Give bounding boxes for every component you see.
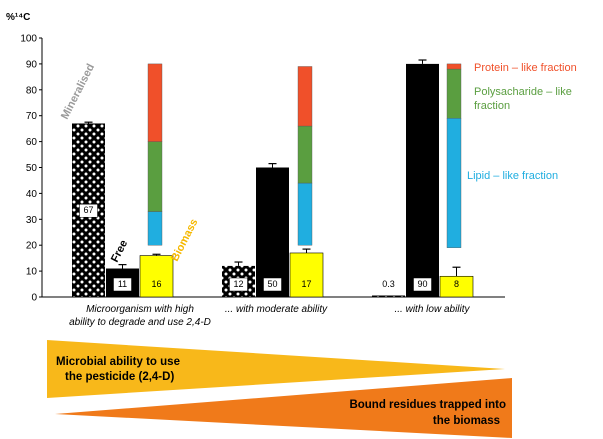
y-tick-label: 10 [26, 267, 38, 278]
y-tick-label: 30 [26, 215, 38, 226]
legend-lipid: Lipid – like fraction [467, 170, 558, 182]
ability-text-line1: Microbial ability to use [56, 356, 180, 368]
mineralised-bar [372, 295, 405, 297]
lipid-fraction-segment [147, 211, 163, 246]
legend-polysaccharide-line2: fraction [474, 100, 510, 112]
y-tick-label: 50 [26, 163, 38, 174]
data-label: 50 [267, 279, 277, 289]
biomass-label: Biomass [169, 217, 201, 263]
protein-fraction-segment [297, 66, 313, 127]
category-label: ability to degrade and use 2,4-D [69, 317, 211, 328]
data-label-box [229, 277, 248, 292]
y-tick-label: 90 [26, 59, 38, 70]
data-label-box [413, 277, 432, 292]
category-label: ... with moderate ability [225, 304, 328, 315]
ability-triangle [47, 340, 505, 398]
polysaccharide-fraction-segment [446, 68, 462, 119]
bound-residue-triangle [55, 378, 512, 438]
data-label: 0.3 [382, 279, 395, 289]
polysaccharide-fraction-segment [147, 141, 163, 212]
category-label: Microorganism with high [86, 304, 194, 315]
data-label: 8 [454, 279, 459, 289]
free-label: Free [109, 238, 130, 264]
mineralised-label: Mineralised [59, 62, 97, 121]
protein-fraction-segment [147, 63, 163, 142]
biomass-bar [139, 255, 174, 298]
y-tick-label: 100 [20, 34, 37, 45]
ability-text-line2: the pesticide (2,4-D) [65, 371, 174, 383]
category-labels: Microorganism with high ability to degrad… [69, 304, 470, 328]
data-label: 11 [118, 279, 127, 289]
free-bar [406, 63, 439, 298]
y-tick-label: 0 [31, 293, 37, 304]
data-label: 16 [151, 279, 161, 289]
y-tick-label: 20 [26, 241, 38, 252]
free-bar [256, 167, 289, 297]
fraction-stacks [147, 63, 462, 248]
y-axis-label: %¹⁴C [6, 12, 30, 23]
data-label: 17 [301, 279, 311, 289]
data-label-box [113, 277, 132, 292]
y-ticks: 0 10 20 30 40 50 60 70 80 90 100 [20, 34, 42, 304]
bound-text-line2: the biomass [433, 415, 500, 427]
bound-text-line1: Bound residues trapped into [349, 399, 506, 411]
bars [72, 59, 474, 298]
data-label: 67 [83, 205, 93, 215]
protein-fraction-segment [446, 63, 462, 70]
polysaccharide-fraction-segment [297, 125, 313, 184]
y-tick-label: 80 [26, 85, 38, 96]
data-labels: 67 11 16 12 50 17 0.3 90 8 [79, 203, 459, 292]
biomass-bar [289, 252, 324, 298]
data-label: 90 [417, 279, 427, 289]
data-label: 12 [233, 279, 243, 289]
legend-polysaccharide-line1: Polysacharide – like [474, 86, 572, 98]
y-tick-label: 60 [26, 137, 38, 148]
data-label-box [79, 203, 98, 218]
lipid-fraction-segment [446, 118, 462, 248]
category-label: ... with low ability [394, 304, 470, 315]
legend-protein: Protein – like fraction [474, 62, 577, 74]
y-tick-label: 40 [26, 189, 38, 200]
lipid-fraction-segment [297, 182, 313, 246]
data-label-box [263, 277, 282, 292]
y-tick-label: 70 [26, 111, 38, 122]
